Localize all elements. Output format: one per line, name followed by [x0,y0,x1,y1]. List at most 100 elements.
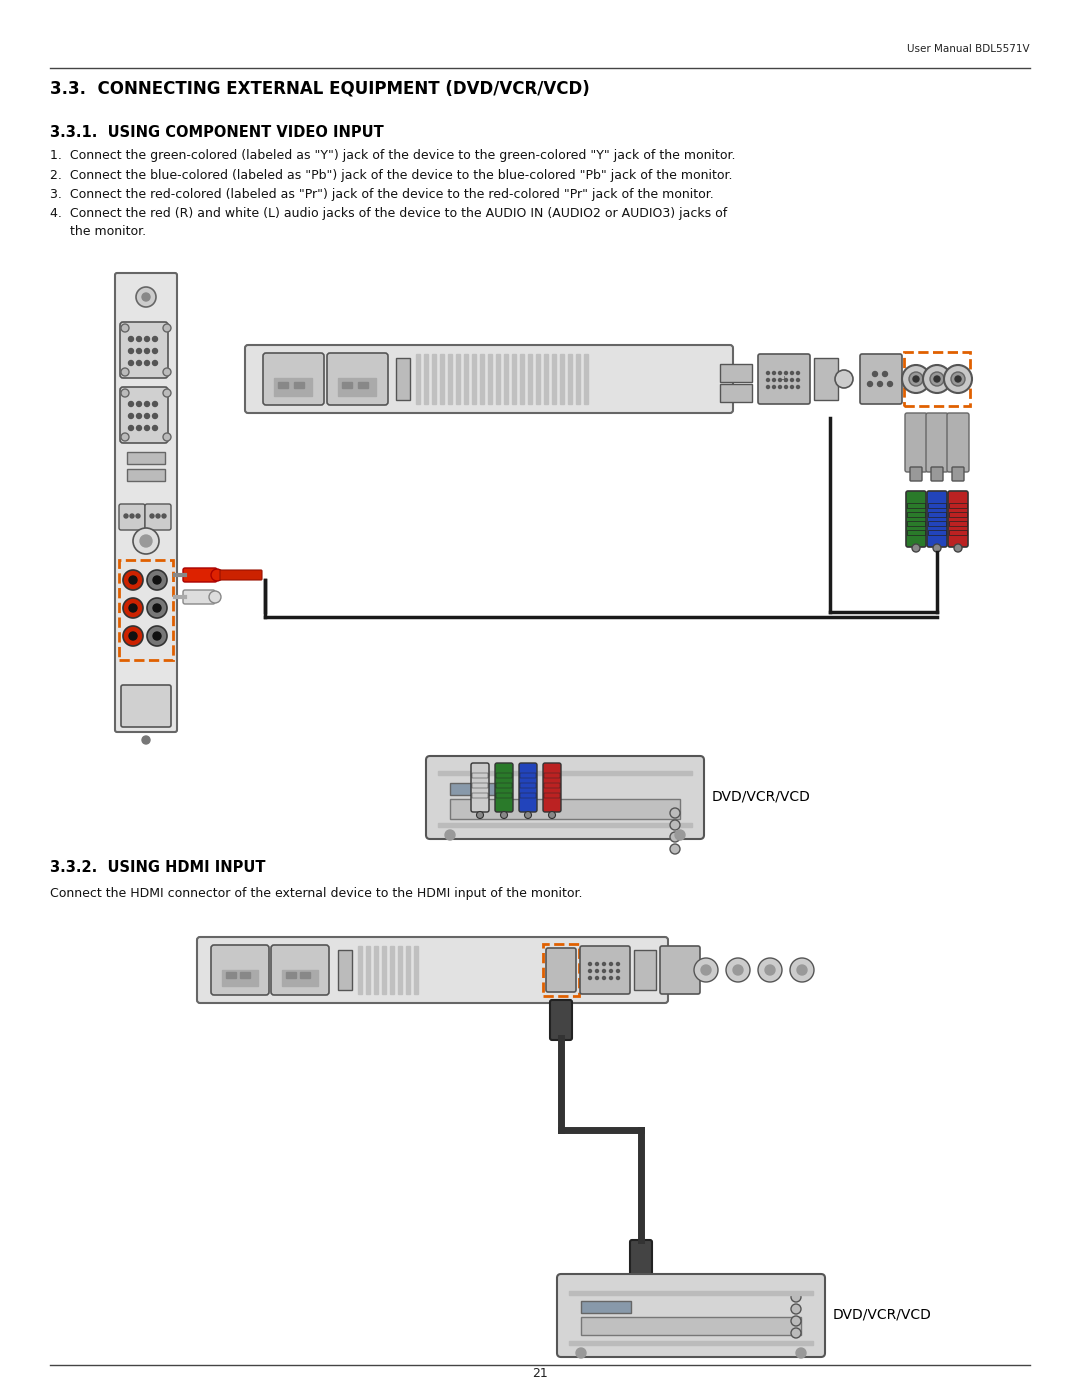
Bar [581,1317,801,1336]
Circle shape [797,379,799,381]
Circle shape [129,348,134,353]
Circle shape [147,626,167,645]
Circle shape [145,414,149,419]
Bar [907,503,924,509]
Bar [536,353,540,404]
Bar [720,384,752,402]
Bar [496,773,512,778]
Bar [584,353,588,404]
Circle shape [930,372,944,386]
Bar [438,771,692,775]
Circle shape [595,977,598,979]
Circle shape [923,365,951,393]
Text: +: + [781,374,787,384]
Circle shape [163,324,171,332]
Text: DVD/VCR/VCD: DVD/VCR/VCD [833,1308,932,1322]
Circle shape [211,569,222,581]
Circle shape [934,376,940,381]
FancyBboxPatch shape [910,467,922,481]
Bar [949,503,967,509]
Circle shape [129,401,134,407]
Bar [949,511,967,517]
Bar [928,503,946,509]
Bar [274,379,312,395]
Bar [544,793,561,798]
Circle shape [445,830,455,840]
Circle shape [153,604,161,612]
Bar [544,353,548,404]
Bar [928,529,946,535]
Circle shape [867,381,873,387]
Circle shape [129,604,137,612]
Bar [300,972,310,978]
Bar [720,365,752,381]
Circle shape [767,372,769,374]
Circle shape [152,414,158,419]
Bar [519,353,524,404]
Bar [240,972,249,978]
Circle shape [136,360,141,366]
Bar [814,358,838,400]
Bar [907,521,924,527]
FancyBboxPatch shape [119,504,145,529]
FancyBboxPatch shape [120,321,168,379]
Bar [519,793,536,798]
Bar [282,970,318,986]
Circle shape [835,370,853,388]
Bar [472,773,488,778]
Circle shape [603,977,606,979]
Circle shape [153,576,161,584]
Bar [399,946,402,995]
Circle shape [784,379,787,381]
Circle shape [609,970,612,972]
Circle shape [136,286,156,307]
Circle shape [163,367,171,376]
Bar [504,353,508,404]
Circle shape [152,337,158,341]
Bar [390,946,394,995]
Circle shape [145,360,149,366]
Bar [286,972,296,978]
Circle shape [779,386,782,388]
Text: Connect the HDMI connector of the external device to the HDMI input of the monit: Connect the HDMI connector of the extern… [50,887,582,900]
Circle shape [701,965,711,975]
Bar [496,793,512,798]
Circle shape [758,958,782,982]
Bar [127,453,165,464]
Circle shape [797,386,799,388]
Circle shape [136,348,141,353]
Bar [472,782,488,788]
Bar [519,782,536,788]
FancyBboxPatch shape [860,353,902,404]
FancyBboxPatch shape [471,763,489,812]
Bar [472,793,488,798]
Circle shape [156,514,160,518]
Circle shape [617,963,620,965]
Circle shape [141,293,150,300]
Circle shape [944,365,972,393]
Bar [450,782,500,795]
Circle shape [767,386,769,388]
Circle shape [784,386,787,388]
FancyBboxPatch shape [120,387,168,443]
FancyBboxPatch shape [114,272,177,732]
Circle shape [129,426,134,430]
FancyBboxPatch shape [145,504,171,529]
Circle shape [595,963,598,965]
Circle shape [877,381,882,387]
FancyBboxPatch shape [183,590,215,604]
Bar [472,353,476,404]
Bar [432,353,436,404]
Circle shape [129,360,134,366]
FancyBboxPatch shape [927,490,947,548]
Bar [448,353,453,404]
Bar [576,353,580,404]
Circle shape [796,1348,806,1358]
Bar [119,560,173,659]
FancyBboxPatch shape [926,414,948,472]
FancyBboxPatch shape [211,944,269,995]
Bar [440,353,444,404]
Text: 3.3.  CONNECTING EXTERNAL EQUIPMENT (DVD/VCR/VCD): 3.3. CONNECTING EXTERNAL EQUIPMENT (DVD/… [50,80,590,98]
FancyBboxPatch shape [264,353,324,405]
Text: User Manual BDL5571V: User Manual BDL5571V [907,43,1030,54]
